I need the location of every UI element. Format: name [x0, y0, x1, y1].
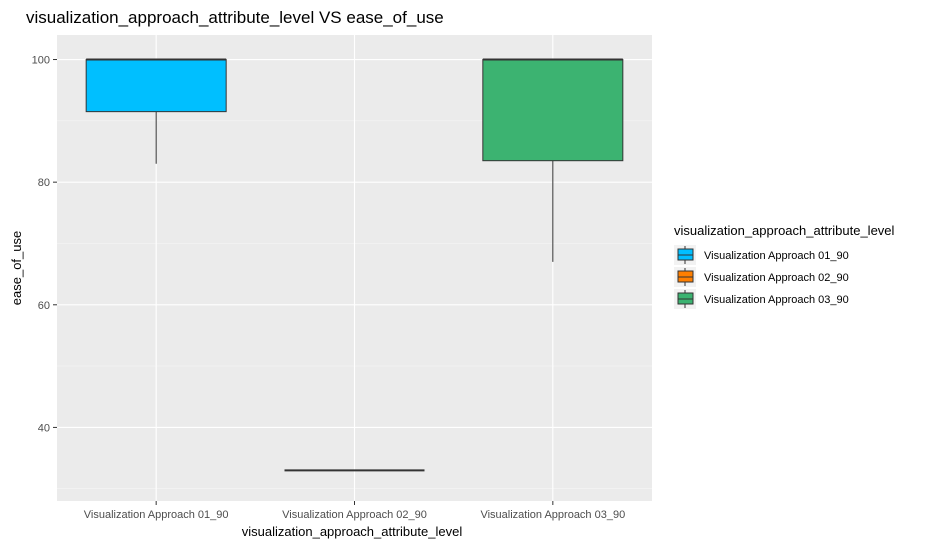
y-axis-title: ease_of_use: [9, 231, 24, 305]
legend: visualization_approach_attribute_level V…: [674, 223, 895, 309]
x-tick-label: Visualization Approach 03_90: [480, 509, 625, 521]
x-axis: Visualization Approach 01_90 Visualizatio…: [84, 501, 625, 521]
legend-label: Visualization Approach 02_90: [704, 272, 849, 284]
box-body: [482, 59, 624, 162]
legend-label: Visualization Approach 03_90: [704, 294, 849, 306]
y-tick-label: 80: [38, 177, 50, 189]
y-tick-label: 100: [32, 55, 50, 67]
legend-entry: Visualization Approach 02_90: [674, 267, 849, 287]
x-axis-title: visualization_approach_attribute_level: [242, 524, 463, 539]
x-tick-label: Visualization Approach 01_90: [84, 509, 229, 521]
legend-entry: Visualization Approach 03_90: [674, 289, 849, 309]
legend-label: Visualization Approach 01_90: [704, 250, 849, 262]
chart-title: visualization_approach_attribute_level V…: [26, 8, 444, 27]
x-tick-label: Visualization Approach 02_90: [282, 509, 427, 521]
y-axis: 40 60 80 100: [32, 55, 57, 434]
box-series: [85, 58, 624, 472]
box-3: [482, 58, 624, 262]
box-1: [85, 58, 227, 164]
box-body: [85, 59, 227, 113]
legend-title: visualization_approach_attribute_level: [674, 223, 895, 238]
legend-entry: Visualization Approach 01_90: [674, 245, 849, 265]
y-tick-label: 40: [38, 422, 50, 434]
y-tick-label: 60: [38, 300, 50, 312]
